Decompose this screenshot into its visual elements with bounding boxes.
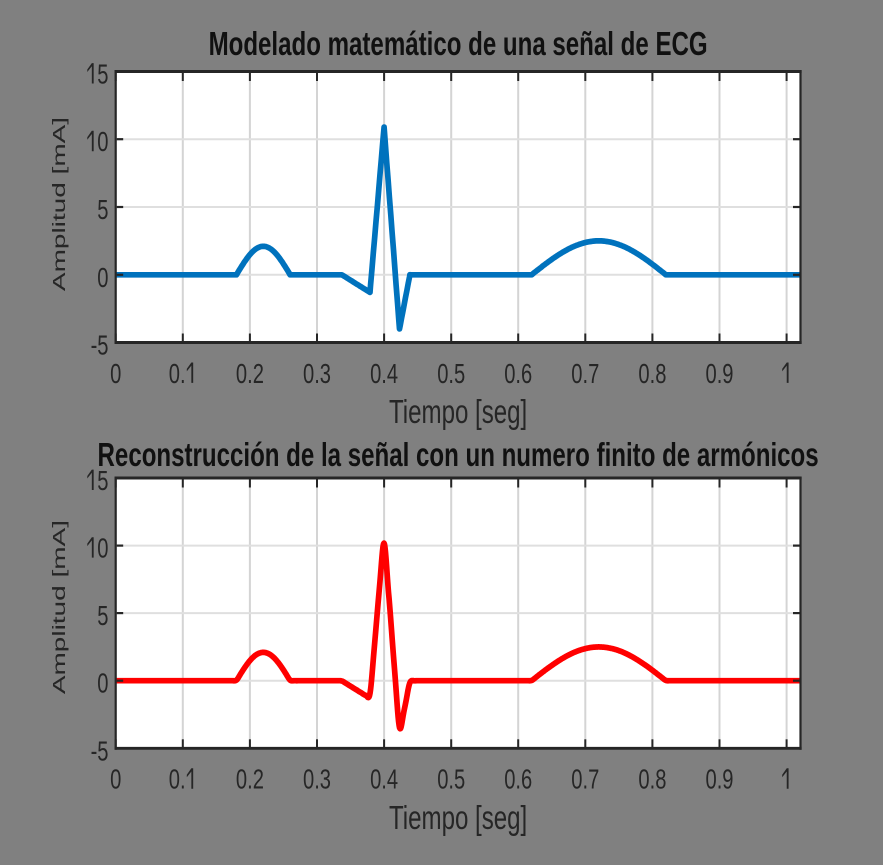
- svg-text:0.4: 0.4: [370, 765, 398, 796]
- svg-text:-5: -5: [91, 330, 109, 361]
- svg-text:0: 0: [110, 359, 121, 390]
- svg-text:0.8: 0.8: [638, 359, 666, 390]
- svg-text:0.: 0.: [169, 765, 186, 796]
- svg-text:0.3: 0.3: [303, 359, 331, 390]
- svg-text:0.6: 0.6: [504, 359, 532, 390]
- svg-text:0.4: 0.4: [370, 359, 398, 390]
- svg-text:5: 5: [97, 195, 108, 226]
- svg-text:0.6: 0.6: [504, 765, 532, 796]
- svg-text:0.5: 0.5: [437, 359, 465, 390]
- svg-text:0.9: 0.9: [705, 765, 733, 796]
- svg-text:0.8: 0.8: [638, 765, 666, 796]
- svg-text:Reconstrucción de la señal con: Reconstrucción de la señal con un numero…: [98, 437, 819, 474]
- svg-text:Tiempo [seg]: Tiempo [seg]: [389, 800, 527, 837]
- svg-text:0.2: 0.2: [236, 359, 264, 390]
- svg-text:Modelado matemático de una señ: Modelado matemático de una señal de ECG: [209, 26, 708, 63]
- svg-text:0: 0: [97, 127, 108, 158]
- svg-text:0.5: 0.5: [437, 765, 465, 796]
- svg-text:0.: 0.: [169, 359, 186, 390]
- svg-text:Amplitud [mA]: Amplitud [mA]: [49, 117, 68, 291]
- svg-text:Tiempo [seg]: Tiempo [seg]: [389, 394, 527, 431]
- svg-text:0.9: 0.9: [705, 359, 733, 390]
- svg-text:Amplitud [mA]: Amplitud [mA]: [49, 520, 68, 694]
- svg-text:5: 5: [97, 601, 108, 632]
- svg-text:0.7: 0.7: [571, 765, 599, 796]
- svg-text:0: 0: [97, 669, 108, 700]
- svg-text:0.2: 0.2: [236, 765, 264, 796]
- svg-text:0.3: 0.3: [303, 765, 331, 796]
- svg-text:-5: -5: [91, 736, 109, 767]
- svg-text:0: 0: [110, 765, 121, 796]
- svg-text:5: 5: [97, 59, 108, 90]
- svg-text:0: 0: [97, 263, 108, 294]
- svg-text:5: 5: [97, 466, 108, 497]
- svg-text:0: 0: [97, 533, 108, 564]
- svg-text:0.7: 0.7: [571, 359, 599, 390]
